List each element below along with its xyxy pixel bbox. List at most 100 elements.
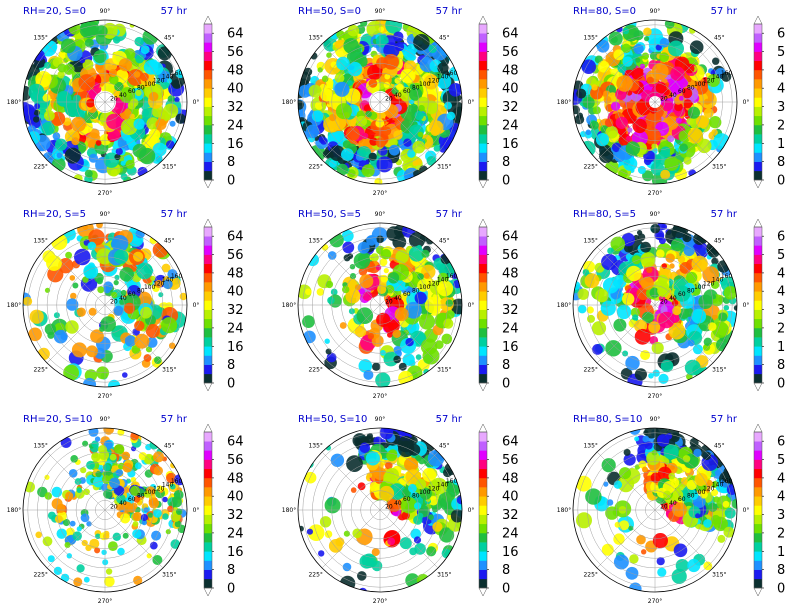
panel-9: 204060801001201401600°45°90°135°180°225°… [557, 414, 785, 605]
colorbar-tick-label: 32 [777, 303, 785, 318]
angle-tick-label: 135° [33, 35, 47, 42]
colorbar-segment [479, 569, 487, 580]
rain-cell [437, 280, 454, 297]
colorbar-tick-label: 8 [777, 563, 785, 578]
rain-cell [162, 513, 169, 520]
radial-tick-label: 120 [703, 77, 715, 84]
radial-tick-label: 160 [171, 70, 183, 77]
colorbar-tick-label: 16 [227, 137, 244, 152]
rain-cell [349, 273, 357, 280]
colorbar-segment [479, 477, 487, 488]
rain-cell [677, 255, 686, 264]
colorbar-segment [204, 245, 212, 255]
rain-cell [657, 466, 672, 481]
colorbar-segment [204, 115, 212, 126]
radial-tick-label: 120 [428, 280, 440, 287]
polar-axes-frame [22, 222, 188, 388]
rain-cell [346, 49, 364, 67]
colorbar-segment [204, 569, 212, 580]
colorbar-extend-min [203, 382, 213, 392]
rain-cell [709, 116, 722, 129]
rain-cell [306, 253, 320, 267]
rain-cell [723, 305, 730, 311]
rain-cell [64, 542, 71, 548]
rain-cell [691, 255, 708, 272]
rain-cell [326, 52, 332, 58]
panel-time-label: 57 hr [711, 209, 738, 220]
angle-tick-label: 270° [648, 190, 662, 197]
rain-cell [393, 31, 404, 42]
colorbar-segment [479, 346, 487, 356]
rain-cell [417, 131, 424, 138]
rain-cell [379, 258, 388, 267]
polar-axes-frame [572, 427, 738, 593]
colorbar-segment [204, 532, 212, 543]
rain-cell [368, 78, 378, 88]
rain-cell [682, 232, 692, 243]
rain-cell [52, 132, 61, 140]
colorbar-segment [754, 364, 762, 375]
rain-cell [122, 532, 129, 539]
colorbar-segment [204, 523, 212, 534]
rain-cell [66, 298, 79, 311]
rain-cell [84, 38, 94, 48]
rain-cell [152, 555, 163, 565]
rain-cell [396, 83, 404, 91]
colorbar-tick-label: 56 [777, 453, 785, 468]
radial-tick-label: 80 [687, 85, 695, 92]
rain-cell [629, 554, 639, 564]
rain-field [23, 223, 187, 387]
colorbar-extend-max [478, 423, 488, 433]
colorbar-tick-label: 24 [227, 118, 244, 133]
rain-cell [421, 249, 430, 258]
rain-cell [145, 324, 160, 338]
panel-time-label: 57 hr [711, 6, 738, 17]
rain-cell [137, 166, 148, 178]
rain-cell [596, 39, 610, 53]
rain-cell [671, 299, 679, 307]
colorbar-segment [204, 514, 212, 525]
colorbar-frame [203, 23, 213, 181]
rain-cell [679, 262, 692, 274]
rain-cell [603, 481, 609, 487]
colorbar-tick-label: 24 [502, 118, 519, 133]
rain-cell [134, 320, 145, 331]
rain-cell [673, 543, 688, 558]
rain-cell [83, 576, 90, 583]
colorbar-tick-label: 40 [502, 490, 519, 505]
radial-tick-label: 20 [110, 298, 118, 305]
rain-cell [151, 530, 162, 541]
colorbar-segment [479, 578, 487, 589]
rain-cell [357, 241, 370, 254]
angular-grid-line [596, 304, 656, 364]
colorbar-segment [479, 337, 487, 347]
colorbar-segment [204, 300, 212, 310]
colorbar-tick-label: 8 [227, 563, 235, 578]
rain-cell [365, 110, 372, 118]
colorbar-segment [754, 477, 762, 488]
rain-cell [103, 286, 111, 294]
rain-cell [441, 333, 453, 345]
rain-cell [711, 257, 719, 265]
colorbar-tick-label: 16 [227, 545, 244, 560]
colorbar-segment [479, 24, 487, 34]
colorbar-segment [479, 60, 487, 71]
colorbar-tick-label: 56 [227, 248, 244, 263]
colorbar-segment [754, 355, 762, 365]
rain-cell [656, 557, 665, 566]
rain-cell [114, 153, 121, 161]
rain-cell [703, 337, 712, 346]
rain-cell [637, 230, 643, 236]
colorbar-segment [754, 106, 762, 117]
colorbar-segment [479, 300, 487, 310]
rain-cell [394, 77, 402, 84]
rain-cell [71, 137, 80, 146]
radial-tick-label: 140 [437, 277, 449, 284]
colorbar-tick-label: 0 [227, 174, 235, 189]
panel-1: 204060801001201401600°45°90°135°180°225°… [7, 6, 244, 197]
colorbar-segment [754, 152, 762, 162]
rain-cell [347, 24, 360, 37]
rain-cell [106, 113, 122, 130]
colorbar-segment [204, 373, 212, 384]
